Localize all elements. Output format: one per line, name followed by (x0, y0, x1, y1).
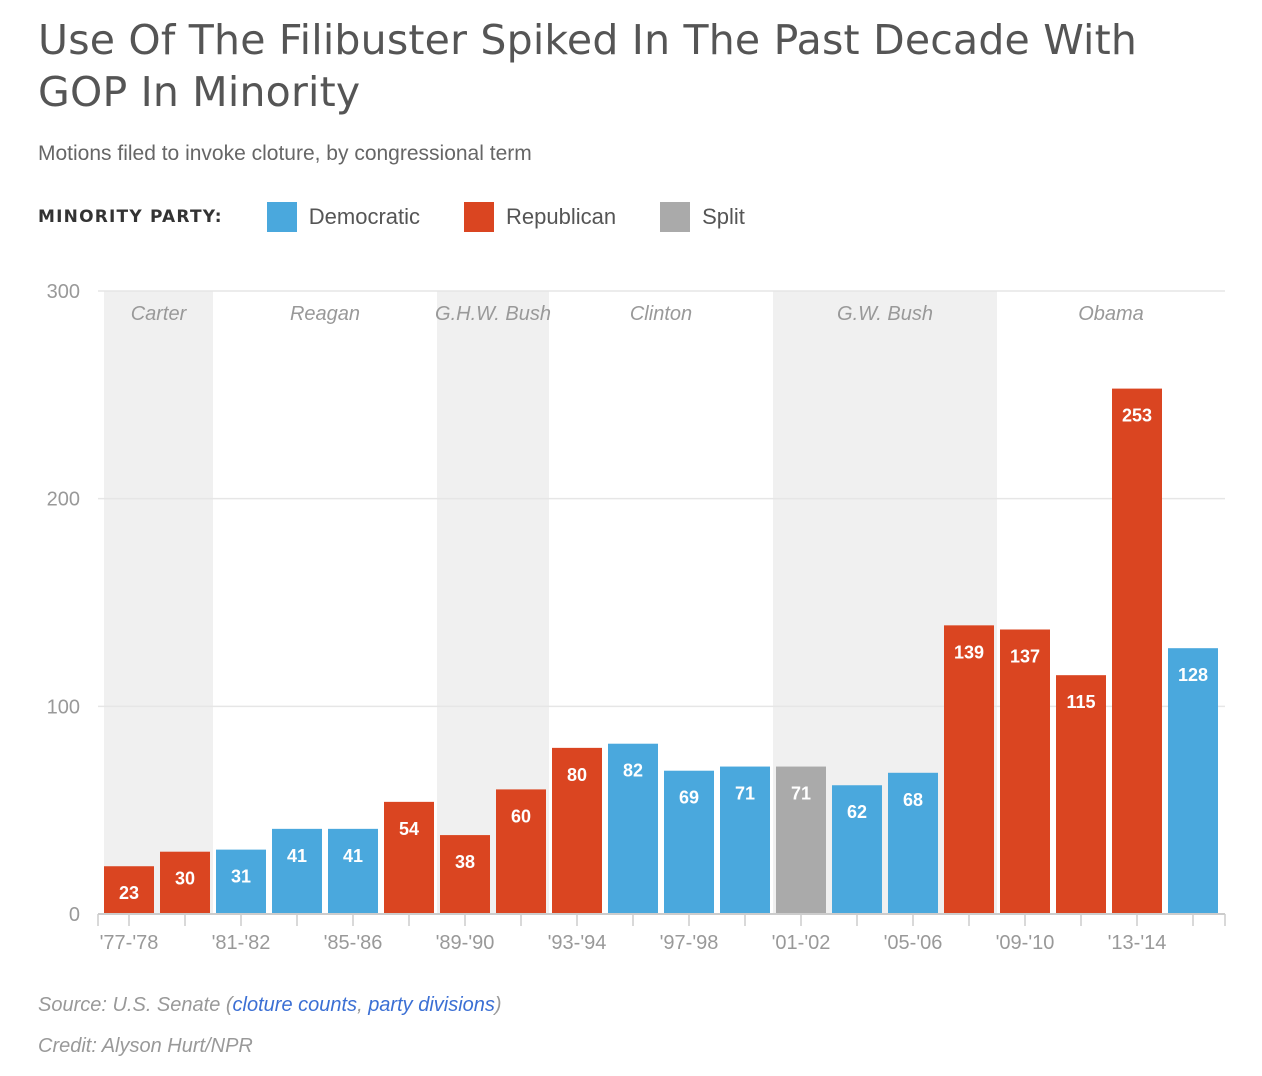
source-suffix: ) (494, 994, 502, 1016)
presidency-label: G.W. Bush (837, 303, 933, 325)
bar (104, 866, 154, 914)
bar (160, 851, 210, 914)
legend-label: Democratic (308, 204, 421, 229)
presidency-label: Reagan (290, 303, 360, 325)
legend: MINORITY PARTY: Democratic Republican Sp… (38, 202, 789, 232)
legend-swatch (266, 202, 297, 232)
bar-value-label: 60 (511, 806, 531, 826)
bar-value-label: 41 (287, 846, 307, 866)
presidency-label: Obama (1078, 303, 1144, 325)
bar (216, 849, 266, 914)
bar-value-label: 54 (399, 819, 419, 839)
x-tick-label: '89-'90 (436, 932, 495, 954)
x-tick-label: '97-'98 (660, 932, 719, 954)
bar (888, 772, 938, 914)
bar (776, 766, 826, 914)
y-tick-label: 200 (47, 489, 80, 511)
legend-item-democratic: Democratic (266, 202, 421, 232)
bar-value-label: 69 (679, 788, 699, 808)
presidency-band (104, 291, 213, 914)
bar (496, 789, 546, 914)
bar-value-label: 137 (1010, 646, 1040, 666)
bar-value-label: 80 (567, 765, 587, 785)
bar-value-label: 128 (1178, 665, 1208, 685)
source-separator: , (357, 994, 369, 1016)
bar-chart: Carter Reagan G.H.W. Bush Clinton G.W. Bush O… (47, 281, 1226, 954)
bar-value-label: 68 (903, 790, 923, 810)
x-tick-label: '05-'06 (884, 932, 943, 954)
presidency-label: G.H.W. Bush (435, 303, 551, 325)
bar-value-label: 30 (175, 869, 195, 889)
legend-title: MINORITY PARTY: (38, 207, 223, 227)
bar (832, 785, 882, 914)
party-divisions-link[interactable]: party divisions (368, 994, 495, 1016)
bar (1000, 629, 1050, 914)
legend-label: Split (702, 204, 745, 229)
source-prefix: Source: U.S. Senate ( (38, 994, 233, 1016)
source-note: Source: U.S. Senate (cloture counts, par… (38, 994, 502, 1017)
x-tick-label: '13-'14 (1108, 932, 1167, 954)
bar (608, 743, 658, 914)
presidency-label: Clinton (630, 303, 692, 325)
bar-value-label: 71 (791, 784, 811, 804)
bar-value-label: 38 (455, 852, 475, 872)
y-tick-label: 100 (47, 696, 80, 718)
bar-value-label: 115 (1066, 692, 1095, 712)
x-tick-label: '85-'86 (324, 932, 383, 954)
bar-value-label: 41 (343, 846, 363, 866)
bar (384, 801, 434, 914)
legend-label: Republican (506, 204, 617, 229)
x-tick-label: '09-'10 (996, 932, 1055, 954)
presidency-label: Carter (131, 303, 188, 325)
cloture-counts-link[interactable]: cloture counts (232, 994, 358, 1016)
bar (720, 766, 770, 914)
bar (1112, 388, 1162, 914)
bar (1056, 675, 1106, 914)
legend-swatch (660, 202, 691, 232)
bar (1168, 648, 1218, 914)
credit-note: Credit: Alyson Hurt/NPR (38, 1035, 253, 1057)
x-tick-label: '81-'82 (212, 932, 271, 954)
chart-subtitle: Motions filed to invoke cloture, by cong… (38, 142, 532, 165)
bar-value-label: 23 (119, 883, 139, 903)
legend-item-split: Split (660, 202, 745, 232)
y-tick-label: 300 (47, 281, 80, 303)
bar (552, 747, 602, 914)
y-tick-label: 0 (69, 904, 80, 926)
bar-value-label: 253 (1122, 406, 1152, 426)
bar-value-label: 82 (623, 761, 643, 781)
bar-value-label: 139 (954, 642, 984, 662)
bar (272, 828, 322, 914)
legend-item-republican: Republican (464, 202, 616, 232)
bar (440, 835, 490, 914)
bar-value-label: 71 (735, 784, 755, 804)
bar-value-label: 31 (231, 867, 251, 887)
bar (944, 625, 994, 914)
chart-title: Use Of The Filibuster Spiked In The Past… (38, 16, 1138, 116)
x-tick-label: '93-'94 (548, 932, 607, 954)
bar (328, 828, 378, 914)
bar-value-label: 62 (847, 802, 867, 822)
bar (664, 770, 714, 914)
x-tick-label: '77-'78 (100, 932, 159, 954)
legend-swatch (464, 202, 495, 232)
x-tick-label: '01-'02 (772, 932, 831, 954)
